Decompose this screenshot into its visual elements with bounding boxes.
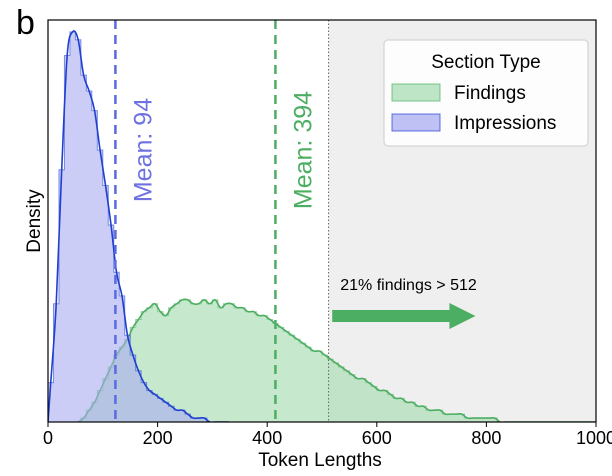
x-tick-label: 1000 [576, 428, 612, 448]
panel-label: b [16, 4, 35, 42]
annotation-arrow [332, 303, 476, 329]
x-axis-label: Token Lengths [258, 450, 382, 471]
legend-swatch-findings [391, 83, 441, 102]
series-impressions-group [48, 30, 229, 422]
x-tick-label: 0 [43, 428, 53, 448]
density-curve-impressions [48, 30, 229, 422]
legend-label-findings: Findings [454, 83, 526, 104]
mean-label-findings: Mean: 394 [289, 91, 317, 209]
legend-label-impressions: Impressions [454, 113, 556, 134]
x-tick-label: 600 [362, 428, 392, 448]
x-tick-label: 400 [252, 428, 282, 448]
x-tick-label: 200 [143, 428, 173, 448]
y-axis-label: Density [24, 189, 45, 253]
series-findings-group [75, 298, 596, 422]
legend-swatch-impressions [391, 113, 441, 132]
x-tick-label: 800 [471, 428, 501, 448]
plot-frame [47, 19, 597, 423]
mean-label-impressions: Mean: 94 [129, 98, 157, 202]
density-curve-findings [75, 298, 596, 422]
legend-title: Section Type [431, 52, 541, 73]
annotation-text: 21% findings > 512 [340, 277, 477, 294]
